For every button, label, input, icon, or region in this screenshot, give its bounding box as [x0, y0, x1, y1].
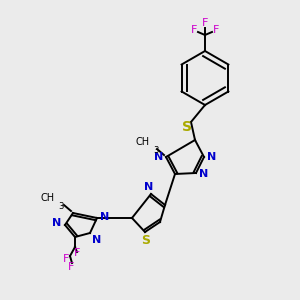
Text: N: N: [144, 182, 154, 192]
Text: CH: CH: [41, 193, 55, 203]
Text: F: F: [191, 25, 197, 35]
Text: N: N: [199, 169, 208, 179]
Text: N: N: [100, 212, 109, 222]
Text: F: F: [63, 254, 69, 264]
Text: CH: CH: [136, 137, 150, 147]
Text: F: F: [202, 18, 208, 28]
Text: N: N: [207, 152, 216, 162]
Text: F: F: [213, 25, 219, 35]
Text: 3: 3: [153, 146, 158, 155]
Text: F: F: [74, 248, 80, 258]
Text: S: S: [142, 234, 151, 247]
Text: N: N: [52, 218, 61, 228]
Text: S: S: [182, 120, 192, 134]
Text: N: N: [154, 152, 163, 162]
Text: 3: 3: [58, 202, 63, 211]
Text: N: N: [92, 235, 101, 245]
Text: F: F: [68, 262, 74, 272]
